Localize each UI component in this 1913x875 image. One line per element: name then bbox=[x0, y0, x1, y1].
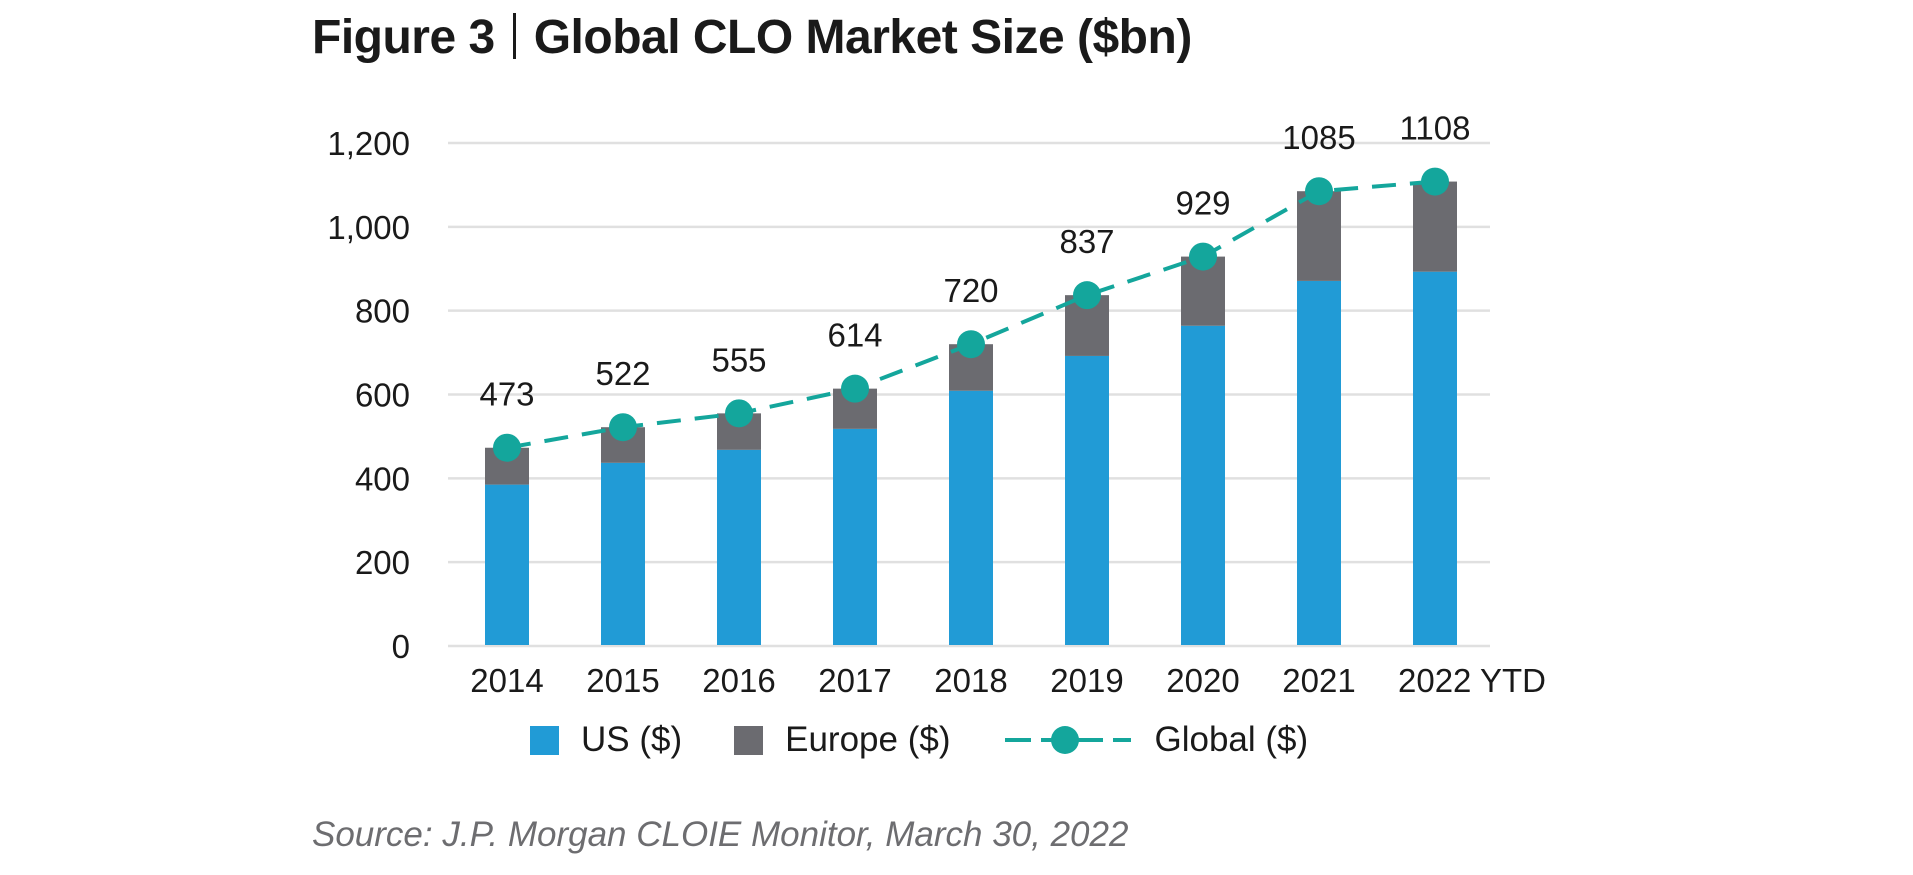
bar-us bbox=[601, 462, 645, 645]
global-marker bbox=[1073, 281, 1101, 310]
y-tick-label: 200 bbox=[355, 544, 410, 581]
bar-us bbox=[1181, 325, 1225, 645]
x-tick-label: 2014 bbox=[470, 662, 543, 699]
global-marker bbox=[841, 374, 869, 403]
data-label: 614 bbox=[827, 317, 882, 354]
y-tick-label: 1,200 bbox=[327, 125, 410, 162]
y-tick-label: 600 bbox=[355, 377, 410, 414]
global-marker bbox=[1305, 177, 1333, 206]
x-tick-label: 2021 bbox=[1282, 662, 1355, 699]
global-marker bbox=[1421, 167, 1449, 196]
bar-europe bbox=[1413, 181, 1457, 272]
global-marker bbox=[957, 330, 985, 359]
data-label: 720 bbox=[943, 272, 998, 309]
bar-us bbox=[833, 428, 877, 645]
chart-plot: 0 200 400 600 800 1,000 1,200 473 522 555 614 720 8… bbox=[327, 110, 1546, 699]
legend-swatch-global bbox=[1004, 726, 1131, 754]
legend-item-us: US ($) bbox=[530, 720, 682, 760]
bar-us bbox=[949, 390, 993, 645]
x-axis-ticks: 2014 2015 2016 2017 2018 2019 2020 2021 2022 YTD bbox=[470, 662, 1546, 699]
x-tick-label: 2017 bbox=[818, 662, 891, 699]
legend-label-europe: Europe ($) bbox=[785, 720, 951, 759]
y-axis-ticks: 0 200 400 600 800 1,000 1,200 bbox=[327, 125, 410, 665]
source-note: Source: J.P. Morgan CLOIE Monitor, March… bbox=[312, 815, 1129, 854]
global-marker bbox=[1189, 242, 1217, 271]
data-label: 929 bbox=[1175, 185, 1230, 222]
data-labels: 473 522 555 614 720 837 929 1085 1108 bbox=[479, 110, 1470, 413]
legend-item-europe: Europe ($) bbox=[734, 720, 951, 760]
legend-swatch-europe bbox=[734, 725, 764, 755]
figure-title: Figure 3 Global CLO Market Size ($bn) bbox=[312, 10, 1192, 65]
chart-title: Global CLO Market Size ($bn) bbox=[533, 11, 1193, 64]
data-label: 1085 bbox=[1282, 119, 1355, 156]
x-tick-label: 2018 bbox=[934, 662, 1007, 699]
y-tick-label: 800 bbox=[355, 293, 410, 330]
legend: US ($) Europe ($) Global ($) bbox=[530, 720, 1360, 760]
data-label: 522 bbox=[595, 355, 650, 392]
bar-us bbox=[1065, 355, 1109, 645]
bars bbox=[485, 181, 1457, 645]
data-label: 837 bbox=[1059, 223, 1114, 260]
legend-label-global: Global ($) bbox=[1154, 720, 1309, 759]
bar-us bbox=[1413, 271, 1457, 645]
title-separator bbox=[512, 13, 516, 59]
x-tick-label: 2022 YTD bbox=[1398, 662, 1546, 699]
bar-us bbox=[717, 449, 761, 645]
data-label: 1108 bbox=[1400, 110, 1471, 147]
legend-swatch-us bbox=[530, 725, 559, 755]
y-tick-label: 1,000 bbox=[327, 209, 410, 246]
x-tick-label: 2015 bbox=[586, 662, 659, 699]
global-marker bbox=[493, 433, 521, 462]
x-tick-label: 2019 bbox=[1050, 662, 1123, 699]
legend-label-us: US ($) bbox=[581, 720, 683, 759]
y-tick-label: 400 bbox=[355, 460, 410, 497]
global-marker bbox=[725, 399, 753, 428]
data-label: 555 bbox=[711, 341, 766, 378]
legend-item-global: Global ($) bbox=[1003, 720, 1309, 760]
x-tick-label: 2020 bbox=[1166, 662, 1239, 699]
figure-label: Figure 3 bbox=[312, 11, 495, 64]
global-marker bbox=[609, 413, 637, 442]
bar-us bbox=[1297, 280, 1341, 645]
data-label: 473 bbox=[479, 376, 534, 413]
x-tick-label: 2016 bbox=[702, 662, 775, 699]
bar-us bbox=[485, 484, 529, 645]
y-tick-label: 0 bbox=[392, 628, 410, 665]
global-line bbox=[493, 167, 1449, 462]
bar-europe bbox=[1297, 191, 1341, 281]
